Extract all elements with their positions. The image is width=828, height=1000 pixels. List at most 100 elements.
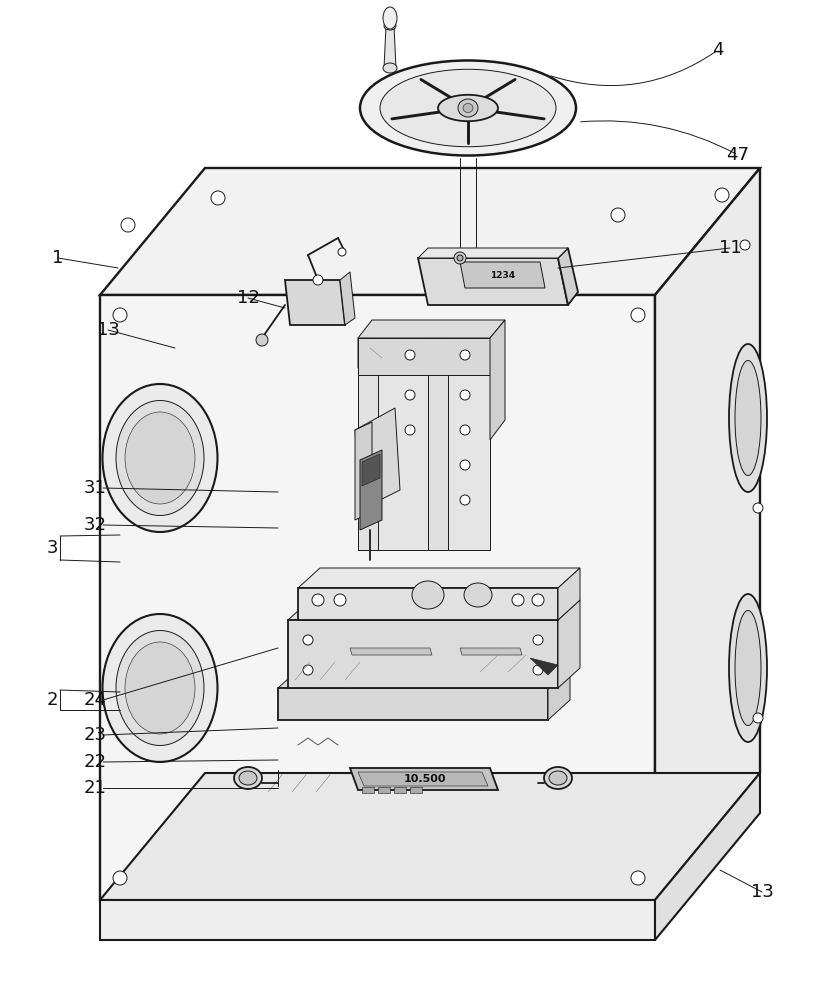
Polygon shape — [358, 338, 489, 375]
Ellipse shape — [734, 610, 760, 726]
Polygon shape — [277, 668, 570, 688]
Polygon shape — [619, 248, 699, 890]
Polygon shape — [460, 648, 522, 655]
Polygon shape — [358, 368, 378, 550]
Polygon shape — [267, 700, 560, 720]
Text: 2: 2 — [46, 691, 58, 709]
Ellipse shape — [125, 642, 195, 734]
Polygon shape — [339, 272, 354, 325]
Polygon shape — [100, 168, 759, 295]
Circle shape — [739, 240, 749, 250]
Polygon shape — [267, 720, 537, 758]
Polygon shape — [489, 320, 504, 440]
Polygon shape — [285, 280, 344, 325]
Circle shape — [211, 191, 224, 205]
Ellipse shape — [543, 767, 571, 789]
Polygon shape — [654, 168, 759, 900]
Polygon shape — [417, 258, 567, 305]
Ellipse shape — [238, 771, 257, 785]
Polygon shape — [100, 773, 759, 900]
Ellipse shape — [233, 767, 262, 789]
Text: 24: 24 — [84, 691, 106, 709]
Ellipse shape — [103, 614, 217, 762]
Polygon shape — [393, 787, 406, 793]
Polygon shape — [362, 454, 379, 486]
Circle shape — [532, 594, 543, 606]
Ellipse shape — [359, 60, 575, 156]
Polygon shape — [537, 700, 560, 758]
Polygon shape — [205, 248, 699, 340]
Polygon shape — [205, 340, 619, 890]
Polygon shape — [557, 600, 580, 688]
Polygon shape — [358, 320, 504, 338]
Ellipse shape — [728, 594, 766, 742]
Circle shape — [405, 390, 415, 400]
Circle shape — [405, 350, 415, 360]
Polygon shape — [362, 787, 373, 793]
Circle shape — [313, 275, 323, 285]
Ellipse shape — [103, 384, 217, 532]
Circle shape — [113, 871, 127, 885]
Circle shape — [752, 503, 762, 513]
Ellipse shape — [125, 412, 195, 504]
Circle shape — [460, 495, 469, 505]
Polygon shape — [547, 668, 570, 720]
Ellipse shape — [116, 631, 204, 746]
Polygon shape — [359, 450, 382, 530]
Polygon shape — [417, 248, 567, 258]
Polygon shape — [354, 408, 400, 510]
Ellipse shape — [383, 63, 397, 73]
Circle shape — [456, 255, 463, 261]
Circle shape — [338, 248, 345, 256]
Polygon shape — [258, 740, 549, 758]
Circle shape — [334, 594, 345, 606]
Circle shape — [460, 390, 469, 400]
Circle shape — [454, 252, 465, 264]
Polygon shape — [277, 688, 547, 720]
Ellipse shape — [463, 104, 473, 113]
Circle shape — [405, 425, 415, 435]
Polygon shape — [358, 338, 378, 375]
Ellipse shape — [412, 581, 444, 609]
Polygon shape — [383, 26, 396, 68]
Polygon shape — [378, 787, 389, 793]
Circle shape — [256, 334, 267, 346]
Circle shape — [460, 460, 469, 470]
Polygon shape — [460, 262, 544, 288]
Ellipse shape — [464, 583, 491, 607]
Circle shape — [714, 188, 728, 202]
Polygon shape — [349, 648, 431, 655]
Polygon shape — [258, 758, 527, 800]
Circle shape — [630, 308, 644, 322]
Circle shape — [303, 665, 313, 675]
Ellipse shape — [457, 99, 478, 117]
Polygon shape — [529, 658, 557, 675]
Polygon shape — [100, 900, 654, 940]
Circle shape — [460, 350, 469, 360]
Polygon shape — [349, 768, 498, 790]
Text: 1234: 1234 — [490, 270, 515, 279]
Polygon shape — [358, 375, 489, 550]
Text: 13: 13 — [749, 883, 773, 901]
Circle shape — [303, 635, 313, 645]
Text: 1: 1 — [52, 249, 64, 267]
Circle shape — [752, 713, 762, 723]
Ellipse shape — [116, 400, 204, 516]
Text: 47: 47 — [725, 146, 749, 164]
Text: 32: 32 — [84, 516, 106, 534]
Circle shape — [610, 208, 624, 222]
Text: 11: 11 — [718, 239, 740, 257]
Text: 12: 12 — [236, 289, 259, 307]
Ellipse shape — [734, 360, 760, 476]
Polygon shape — [297, 588, 557, 620]
Polygon shape — [205, 793, 699, 880]
Ellipse shape — [728, 344, 766, 492]
Circle shape — [311, 594, 324, 606]
Text: 31: 31 — [84, 479, 106, 497]
Circle shape — [630, 871, 644, 885]
Polygon shape — [358, 772, 488, 786]
Circle shape — [121, 218, 135, 232]
Circle shape — [532, 635, 542, 645]
Polygon shape — [287, 600, 580, 620]
Circle shape — [460, 425, 469, 435]
